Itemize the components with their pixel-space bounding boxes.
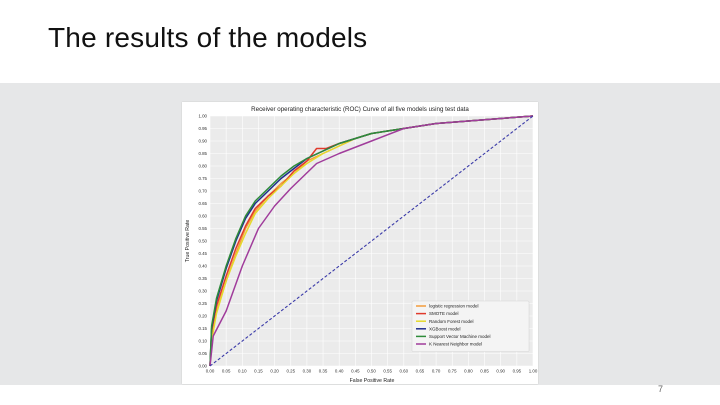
x-tick-label: 0.40	[335, 369, 344, 374]
x-tick-label: 1.00	[529, 369, 538, 374]
y-tick-label: 0.95	[198, 126, 207, 131]
page-number: 7	[658, 384, 664, 394]
chart-legend: logistic regression model SMOTE model Rand…	[411, 300, 530, 352]
x-tick-label: 0.60	[400, 369, 409, 374]
x-tick-label: 0.35	[319, 369, 328, 374]
x-tick-label: 0.30	[303, 369, 312, 374]
y-tick-label: 0.65	[198, 201, 207, 206]
chart-title: Receiver operating characteristic (ROC) …	[251, 106, 469, 113]
roc-chart-figure: 0.00 0.05 0.10 0.15 0.20 0.25 0.30 0.35 0.40 0.45…	[182, 102, 538, 384]
x-tick-label: 0.95	[513, 369, 522, 374]
y-tick-label: 0.75	[198, 176, 207, 181]
x-axis-label: False Positive Rate	[350, 378, 395, 384]
legend-box	[411, 300, 530, 352]
x-tick-label: 0.85	[480, 369, 489, 374]
y-tick-label: 0.15	[198, 326, 207, 331]
slide-title: The results of the models	[48, 22, 368, 53]
legend-label: SMOTE model	[429, 311, 459, 316]
x-tick-label: 0.50	[367, 369, 376, 374]
legend-label: Random Forest model	[429, 319, 474, 324]
legend-label: XGBoost model	[429, 326, 461, 331]
y-tick-label: 0.45	[198, 251, 207, 256]
series-line-diagonal-reference	[209, 115, 534, 367]
roc-series-lines	[209, 115, 534, 367]
y-tick-label: 0.00	[198, 364, 207, 369]
y-tick-label: 0.25	[198, 301, 207, 306]
y-tick-labels: 0.00 0.05 0.10 0.15 0.20 0.25 0.30 0.35 0.40 0.45…	[198, 114, 207, 369]
y-tick-label: 0.90	[198, 139, 207, 144]
x-tick-label: 0.75	[448, 369, 457, 374]
x-tick-label: 0.70	[432, 369, 441, 374]
x-tick-label: 0.55	[383, 369, 392, 374]
y-tick-label: 0.85	[198, 151, 207, 156]
y-tick-label: 0.05	[198, 351, 207, 356]
legend-label: logistic regression model	[429, 304, 479, 309]
y-tick-label: 0.60	[198, 214, 207, 219]
x-tick-label: 0.15	[254, 369, 263, 374]
x-tick-label: 0.00	[206, 369, 215, 374]
y-axis-label: True Positive Rate	[185, 220, 191, 263]
y-tick-label: 0.50	[198, 239, 207, 244]
y-tick-label: 0.55	[198, 226, 207, 231]
y-tick-label: 0.10	[198, 339, 207, 344]
x-tick-label: 0.25	[286, 369, 295, 374]
y-tick-label: 0.40	[198, 264, 207, 269]
y-tick-label: 0.70	[198, 189, 207, 194]
x-tick-label: 0.05	[222, 369, 231, 374]
x-tick-label: 0.45	[351, 369, 360, 374]
x-tick-label: 0.90	[496, 369, 505, 374]
y-tick-label: 1.00	[198, 114, 207, 119]
legend-label: K Nearest Neighbor model	[429, 342, 482, 347]
roc-chart: 0.00 0.05 0.10 0.15 0.20 0.25 0.30 0.35 0.40 0.45…	[185, 106, 538, 384]
y-tick-label: 0.20	[198, 314, 207, 319]
x-tick-label: 0.80	[464, 369, 473, 374]
x-tick-label: 0.65	[416, 369, 425, 374]
y-tick-label: 0.80	[198, 164, 207, 169]
y-tick-label: 0.35	[198, 276, 207, 281]
series-line-k-nearest-neighbor-model	[209, 115, 534, 367]
y-tick-label: 0.30	[198, 289, 207, 294]
x-tick-labels: 0.00 0.05 0.10 0.15 0.20 0.25 0.30 0.35 0.40 0.45…	[206, 369, 538, 374]
x-tick-label: 0.10	[238, 369, 247, 374]
x-tick-label: 0.20	[270, 369, 279, 374]
legend-label: Support Vector Machine model	[429, 334, 491, 339]
